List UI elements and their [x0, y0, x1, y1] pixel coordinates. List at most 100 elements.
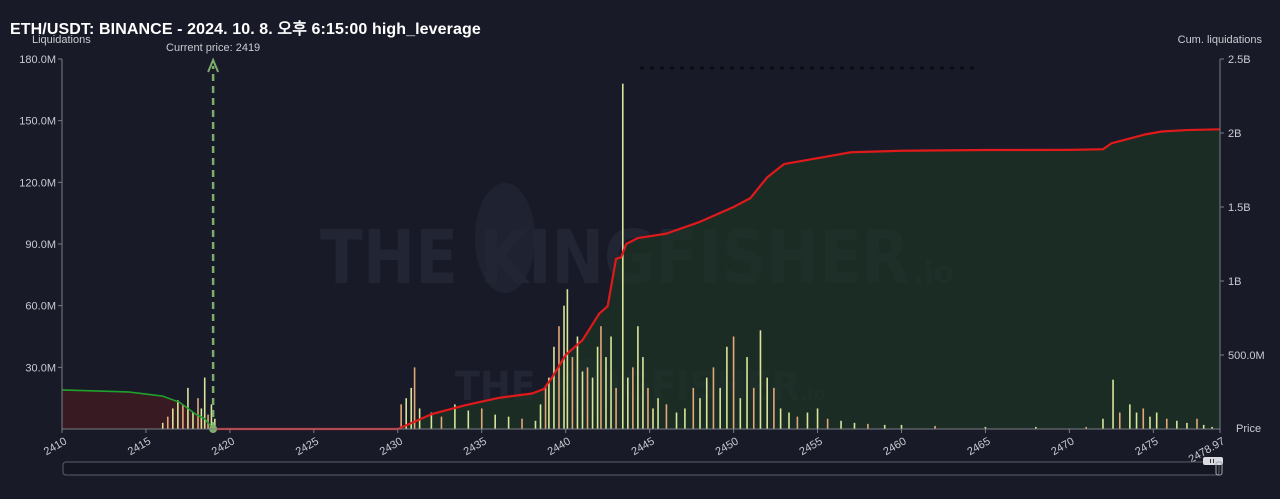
x-tick-label: 2470 — [1049, 435, 1076, 458]
liquidation-bar — [1035, 426, 1037, 429]
liquidation-bar — [544, 387, 547, 429]
liquidation-bar — [1102, 418, 1104, 429]
liquidation-bar — [732, 336, 735, 429]
liquidation-bar — [719, 387, 721, 429]
liquidation-bar — [210, 404, 213, 429]
liquidation-bars — [161, 83, 1213, 430]
liquidation-bar — [563, 305, 565, 429]
liquidation-bar — [213, 418, 216, 429]
x-tick-label: 2475 — [1133, 435, 1160, 458]
liquidation-bar — [610, 336, 612, 429]
x-tick-label: 2465 — [965, 435, 992, 458]
liquidation-bar — [627, 377, 629, 429]
y-tick-label: 180.0M — [19, 54, 56, 66]
liquidation-bar — [467, 410, 470, 429]
liquidation-bar — [632, 367, 634, 429]
liquidation-bar — [166, 416, 169, 429]
x-tick-label: 2425 — [294, 435, 321, 458]
y-axis-title: Liquidations — [32, 34, 91, 46]
liquidation-bar — [692, 387, 695, 429]
liquidation-bar — [840, 420, 842, 429]
liquidation-bar — [553, 346, 555, 429]
liquidation-bar — [576, 336, 579, 429]
liquidation-bar — [984, 426, 987, 429]
cum-liquidation-line — [213, 128, 1221, 431]
liquidation-bar — [1118, 412, 1121, 429]
liquidation-bar — [400, 404, 402, 429]
liquidation-bar — [566, 289, 569, 429]
liquidation-bar — [647, 387, 649, 429]
liquidation-bar — [581, 371, 584, 429]
liquidation-bar — [773, 387, 775, 429]
y-tick-label: 150.0M — [19, 116, 56, 128]
liquidation-bar — [1155, 412, 1158, 429]
liquidation-bar — [883, 424, 886, 429]
liquidation-bar — [548, 377, 550, 429]
liquidation-bar — [705, 377, 708, 429]
x-tick-label: 2460 — [881, 435, 908, 458]
liquidation-bar — [684, 408, 686, 429]
liquidation-bar — [766, 377, 768, 429]
liquidation-bar — [161, 422, 164, 429]
x-tick-label: 2430 — [378, 435, 405, 458]
liquidation-bar — [739, 398, 742, 429]
liquidation-bar — [177, 400, 179, 429]
liquidation-bar — [586, 367, 589, 429]
liquidation-bar — [494, 414, 496, 429]
liquidation-bar — [816, 408, 819, 429]
kingfisher-bird-icon — [475, 183, 535, 293]
y2-tick-label: 2B — [1228, 128, 1241, 140]
liquidation-bar — [699, 398, 701, 429]
liquidation-bar — [652, 408, 654, 429]
x-tick-label: 2420 — [210, 435, 237, 458]
liquidation-bar — [1112, 379, 1114, 429]
y-tick-label: 60.0M — [25, 301, 56, 313]
liquidation-bar — [172, 408, 174, 429]
x-tick-label: 2455 — [797, 435, 824, 458]
liquidation-bar — [1211, 426, 1213, 429]
zoom-slider[interactable] — [62, 457, 1223, 476]
handle-end-cap — [1215, 461, 1223, 476]
x-tick-label: 2445 — [630, 435, 657, 458]
liquidation-bar — [621, 83, 624, 430]
liquidation-bar — [1085, 426, 1087, 429]
handle-grip-line — [1210, 459, 1211, 463]
liquidation-bar — [1149, 416, 1151, 429]
liquidation-bar — [806, 412, 809, 429]
liquidation-bar — [788, 412, 790, 429]
cum-liquidation-area — [213, 129, 1220, 430]
long-liquidation-line — [61, 389, 214, 430]
liquidation-bar — [853, 422, 856, 429]
liquidation-bar — [657, 398, 659, 429]
liquidation-bar — [712, 367, 715, 429]
liquidation-bar — [1165, 418, 1168, 429]
y-tick-label: 90.0M — [25, 239, 56, 251]
liquidation-bar — [726, 346, 728, 429]
liquidation-bar — [642, 357, 644, 429]
liquidation-bar — [637, 326, 639, 429]
liquidation-bar — [675, 412, 678, 429]
y-tick-label: 120.0M — [19, 177, 56, 189]
zoom-slider-track — [62, 461, 1220, 476]
liquidation-bar — [752, 387, 755, 429]
liquidation-bar — [430, 412, 433, 429]
chart-title: ETH/USDT: BINANCE - 2024. 10. 8. 오후 6:15… — [10, 21, 481, 38]
liquidation-bar — [440, 416, 443, 429]
liquidation-bar — [480, 408, 483, 429]
x-tick-label: 2450 — [713, 435, 740, 458]
current-price-label: Current price: 2419 — [166, 42, 260, 54]
liquidation-bar — [571, 357, 574, 429]
zoom-slider-handle[interactable] — [1203, 457, 1223, 476]
liquidation-bar — [867, 423, 869, 429]
liquidation-bar — [934, 425, 936, 429]
liquidation-bar — [197, 398, 199, 429]
liquidation-bar — [1186, 422, 1188, 429]
y2-tick-label: 2.5B — [1228, 54, 1251, 66]
liquidation-bar — [182, 404, 184, 429]
liquidation-bar — [826, 418, 829, 429]
liquidation-bar — [600, 326, 602, 429]
liquidation-bar — [615, 387, 617, 429]
long-liquidation-area — [62, 389, 214, 429]
liquidation-bar — [454, 404, 456, 429]
